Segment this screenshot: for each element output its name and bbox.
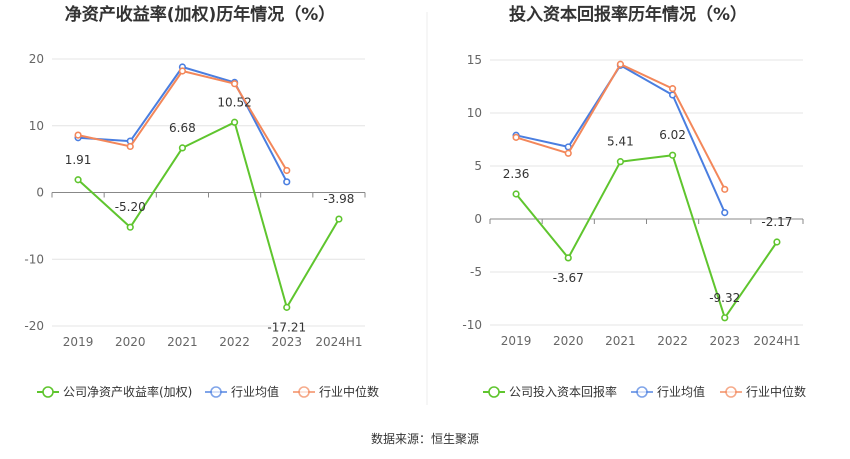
x-tick-label: 2024H1: [315, 335, 362, 349]
data-label: 1.91: [65, 153, 92, 167]
legend-label[interactable]: 行业中位数: [319, 384, 379, 399]
x-tick-label: 2023: [271, 335, 302, 349]
x-tick-label: 2019: [501, 334, 532, 348]
y-tick-label: -10: [462, 318, 482, 332]
data-point[interactable]: [178, 67, 187, 75]
chart-title: 净资产收益率(加权)历年情况（%）: [65, 4, 336, 25]
y-tick-label: 5: [474, 159, 482, 173]
data-point[interactable]: [564, 149, 572, 157]
data-point[interactable]: [616, 60, 625, 68]
x-tick-label: 2020: [553, 334, 584, 348]
x-tick-label: 2022: [657, 334, 688, 348]
data-point[interactable]: [721, 185, 729, 193]
data-point[interactable]: [126, 223, 134, 231]
legend-label[interactable]: 行业均值: [231, 384, 279, 399]
y-tick-label: -5: [470, 265, 482, 279]
data-label: 6.02: [659, 128, 686, 142]
data-label: 5.41: [607, 135, 634, 149]
data-label: -17.21: [267, 320, 306, 334]
data-label: -9.32: [709, 291, 740, 305]
series-line: [515, 63, 726, 190]
data-point[interactable]: [773, 238, 781, 246]
series-line: [77, 121, 340, 309]
data-point[interactable]: [512, 133, 520, 141]
data-point[interactable]: [721, 314, 729, 322]
data-point[interactable]: [668, 151, 677, 159]
x-tick-label: 2021: [167, 335, 198, 349]
data-point[interactable]: [283, 166, 291, 175]
x-tick-label: 2024H1: [753, 334, 800, 348]
data-point[interactable]: [178, 144, 187, 152]
data-point[interactable]: [283, 303, 291, 311]
legend-marker[interactable]: [42, 386, 54, 398]
data-point[interactable]: [564, 254, 572, 262]
x-tick-label: 2020: [115, 335, 146, 349]
data-point[interactable]: [616, 158, 625, 166]
y-tick-label: 20: [29, 52, 44, 66]
data-point[interactable]: [230, 118, 239, 126]
y-tick-label: 15: [467, 53, 482, 67]
x-tick-label: 2019: [63, 335, 94, 349]
x-tick-label: 2023: [709, 334, 740, 348]
data-label: -3.98: [323, 192, 354, 206]
legend-marker[interactable]: [725, 386, 737, 398]
legend-label[interactable]: 行业中位数: [746, 384, 806, 399]
data-label: 10.52: [217, 95, 251, 109]
chart-title: 投入资本回报率历年情况（%）: [509, 4, 747, 25]
data-point[interactable]: [335, 215, 343, 223]
data-point[interactable]: [512, 190, 520, 198]
data-point[interactable]: [283, 178, 291, 186]
y-tick-label: -20: [24, 319, 44, 333]
series-line: [515, 154, 778, 319]
legend-marker[interactable]: [488, 386, 500, 398]
data-source-text: 数据来源：恒生聚源: [371, 431, 479, 446]
data-point[interactable]: [126, 142, 134, 151]
data-point[interactable]: [74, 131, 82, 139]
data-label: 6.68: [169, 121, 196, 135]
data-label: -3.67: [553, 271, 584, 285]
y-tick-label: 10: [467, 106, 482, 120]
data-point[interactable]: [668, 85, 677, 93]
x-tick-label: 2022: [219, 335, 250, 349]
data-point[interactable]: [721, 209, 729, 217]
data-point[interactable]: [230, 80, 239, 88]
data-point[interactable]: [74, 176, 82, 184]
y-tick-label: 10: [29, 119, 44, 133]
y-tick-label: 0: [36, 186, 44, 200]
legend-marker[interactable]: [210, 386, 222, 398]
legend-marker[interactable]: [298, 386, 310, 398]
legend-marker[interactable]: [636, 386, 648, 398]
data-label: -2.17: [761, 215, 792, 229]
data-label: -5.20: [115, 200, 146, 214]
y-tick-label: -10: [24, 252, 44, 266]
x-tick-label: 2021: [605, 334, 636, 348]
legend-label[interactable]: 公司净资产收益率(加权): [63, 384, 192, 399]
data-label: 2.36: [503, 167, 530, 181]
legend-label[interactable]: 行业均值: [657, 384, 705, 399]
legend-label[interactable]: 公司投入资本回报率: [509, 384, 617, 399]
y-tick-label: 0: [474, 212, 482, 226]
